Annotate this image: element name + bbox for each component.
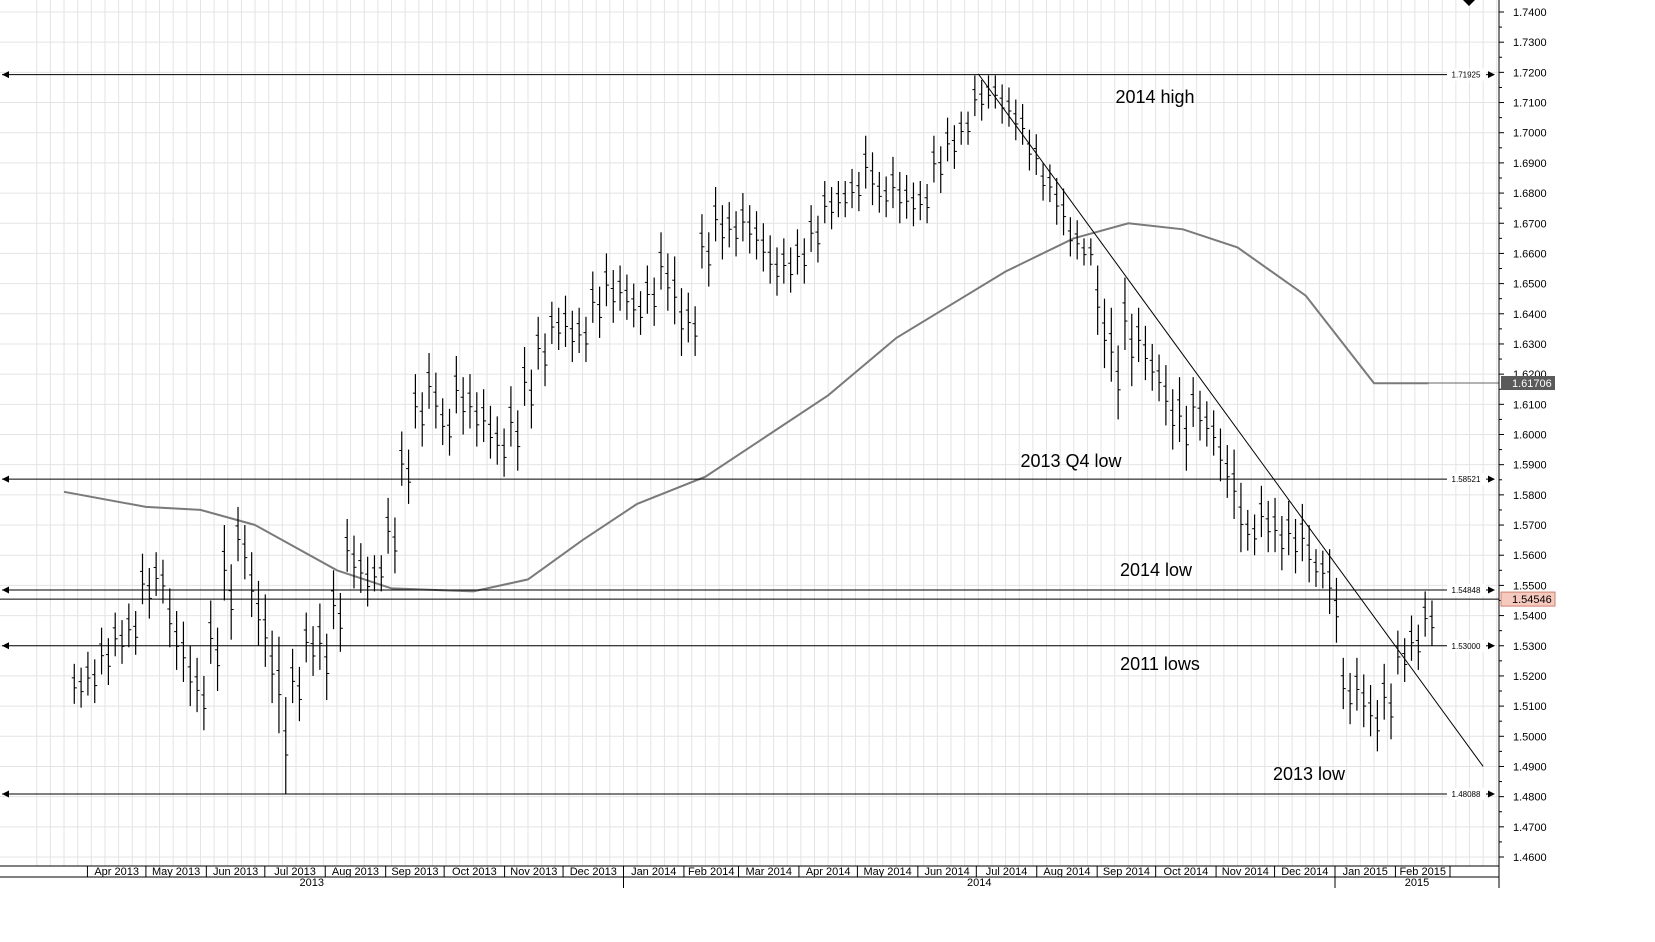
month-label: Apr 2013 bbox=[94, 866, 139, 878]
y-tick-label: 1.5000 bbox=[1513, 731, 1547, 743]
y-tick-label: 1.5800 bbox=[1513, 490, 1547, 502]
month-label: Jun 2014 bbox=[924, 866, 969, 878]
level-label-bg bbox=[1447, 787, 1486, 800]
year-label: 2015 bbox=[1405, 877, 1429, 889]
level-label: 1.48088 bbox=[1452, 790, 1481, 799]
month-label: Nov 2014 bbox=[1222, 866, 1269, 878]
month-label: Jul 2013 bbox=[274, 866, 316, 878]
y-tick-label: 1.4700 bbox=[1513, 822, 1547, 834]
y-tick-label: 1.7400 bbox=[1513, 7, 1547, 19]
annotation-label: 2013 low bbox=[1273, 764, 1346, 784]
month-label: Dec 2013 bbox=[570, 866, 617, 878]
month-label: Mar 2014 bbox=[745, 866, 791, 878]
month-label: Apr 2014 bbox=[806, 866, 851, 878]
axes: 1.7400 1.7300 1.7200 1.7100 1.7000 1.6900 1.68… bbox=[0, 0, 1556, 889]
marker-triangle bbox=[1463, 0, 1475, 6]
level-label-bg bbox=[1447, 583, 1486, 596]
moving-average-line bbox=[63, 222, 1429, 593]
y-tick-label: 1.6000 bbox=[1513, 430, 1547, 442]
month-label: Oct 2014 bbox=[1164, 866, 1209, 878]
y-tick-label: 1.7300 bbox=[1513, 37, 1547, 49]
year-label: 2014 bbox=[967, 877, 991, 889]
level-arrow-right bbox=[1488, 586, 1495, 594]
y-tick-label: 1.7200 bbox=[1513, 67, 1547, 79]
month-label: Jan 2014 bbox=[631, 866, 676, 878]
month-label: Feb 2015 bbox=[1399, 866, 1445, 878]
level-arrow-left bbox=[2, 586, 9, 594]
level-label: 1.53000 bbox=[1452, 642, 1481, 651]
moving-average-badge-label: 1.61706 bbox=[1512, 378, 1552, 390]
level-arrow-left bbox=[2, 71, 9, 79]
level-arrow-right bbox=[1488, 642, 1495, 650]
month-label: Aug 2014 bbox=[1043, 866, 1090, 878]
level-label: 1.54848 bbox=[1452, 586, 1481, 595]
level-arrow-right bbox=[1488, 475, 1495, 483]
downtrend-line bbox=[977, 73, 1484, 767]
moving-average bbox=[63, 222, 1499, 593]
last-price-badge bbox=[1500, 591, 1556, 607]
y-tick-label: 1.6900 bbox=[1513, 158, 1547, 170]
moving-average-badge bbox=[1501, 376, 1555, 391]
month-label: Sep 2014 bbox=[1103, 866, 1150, 878]
month-label: May 2014 bbox=[863, 866, 911, 878]
y-tick-label: 1.4900 bbox=[1513, 761, 1547, 773]
price-bars bbox=[71, 75, 1435, 794]
annotation-label: 2011 lows bbox=[1120, 654, 1200, 674]
y-tick-label: 1.6100 bbox=[1513, 399, 1547, 411]
month-label: Nov 2013 bbox=[510, 866, 557, 878]
y-tick-label: 1.6400 bbox=[1513, 309, 1547, 321]
level-label-bg bbox=[1447, 473, 1486, 486]
annotation-label: 2014 low bbox=[1120, 560, 1193, 580]
y-tick-label: 1.4600 bbox=[1513, 852, 1547, 864]
level-label-bg bbox=[1447, 68, 1486, 81]
y-tick-label: 1.5300 bbox=[1513, 641, 1547, 653]
month-label: Oct 2013 bbox=[452, 866, 497, 878]
month-label: Dec 2014 bbox=[1281, 866, 1328, 878]
level-arrow-left bbox=[2, 475, 9, 483]
trendline-layer bbox=[977, 73, 1484, 767]
month-label: Jun 2013 bbox=[213, 866, 258, 878]
year-label: 2013 bbox=[300, 877, 324, 889]
y-tick-label: 1.5400 bbox=[1513, 611, 1547, 623]
y-tick-label: 1.6500 bbox=[1513, 279, 1547, 291]
y-tick-label: 1.6300 bbox=[1513, 339, 1547, 351]
level-arrow-left bbox=[2, 642, 9, 650]
y-tick-label: 1.5700 bbox=[1513, 520, 1547, 532]
y-tick-label: 1.7000 bbox=[1513, 128, 1547, 140]
y-tick-label: 1.6600 bbox=[1513, 248, 1547, 260]
y-tick-label: 1.6700 bbox=[1513, 218, 1547, 230]
month-label: Aug 2013 bbox=[332, 866, 379, 878]
y-tick-label: 1.5200 bbox=[1513, 671, 1547, 683]
month-label: Jul 2014 bbox=[986, 866, 1028, 878]
y-tick-label: 1.5500 bbox=[1513, 580, 1547, 592]
y-tick-label: 1.7100 bbox=[1513, 98, 1547, 110]
horizontal-levels: 1.71925 1.58521 1.54848 1.53000 1.48088 bbox=[0, 68, 1499, 800]
level-label: 1.71925 bbox=[1452, 71, 1481, 80]
annotations: 2014 high 2013 Q4 low 2014 low 2011 lows 201… bbox=[1020, 0, 1475, 784]
level-label-bg bbox=[1447, 639, 1486, 652]
level-arrow-right bbox=[1488, 71, 1495, 79]
grid bbox=[0, 0, 1499, 866]
annotation-label: 2013 Q4 low bbox=[1020, 451, 1122, 471]
y-tick-label: 1.5100 bbox=[1513, 701, 1547, 713]
month-label: Feb 2014 bbox=[688, 866, 734, 878]
y-tick-label: 1.4800 bbox=[1513, 792, 1547, 804]
month-label: Sep 2013 bbox=[391, 866, 438, 878]
annotation-label: 2014 high bbox=[1115, 87, 1194, 107]
last-price-badge-label: 1.54546 bbox=[1512, 594, 1552, 606]
level-label: 1.58521 bbox=[1452, 475, 1481, 484]
level-arrow-left bbox=[2, 790, 9, 798]
month-label: Jan 2015 bbox=[1343, 866, 1388, 878]
month-label: May 2013 bbox=[152, 866, 200, 878]
y-tick-label: 1.5600 bbox=[1513, 550, 1547, 562]
level-arrow-right bbox=[1488, 790, 1495, 798]
y-tick-label: 1.5900 bbox=[1513, 460, 1547, 472]
y-tick-label: 1.6800 bbox=[1513, 188, 1547, 200]
